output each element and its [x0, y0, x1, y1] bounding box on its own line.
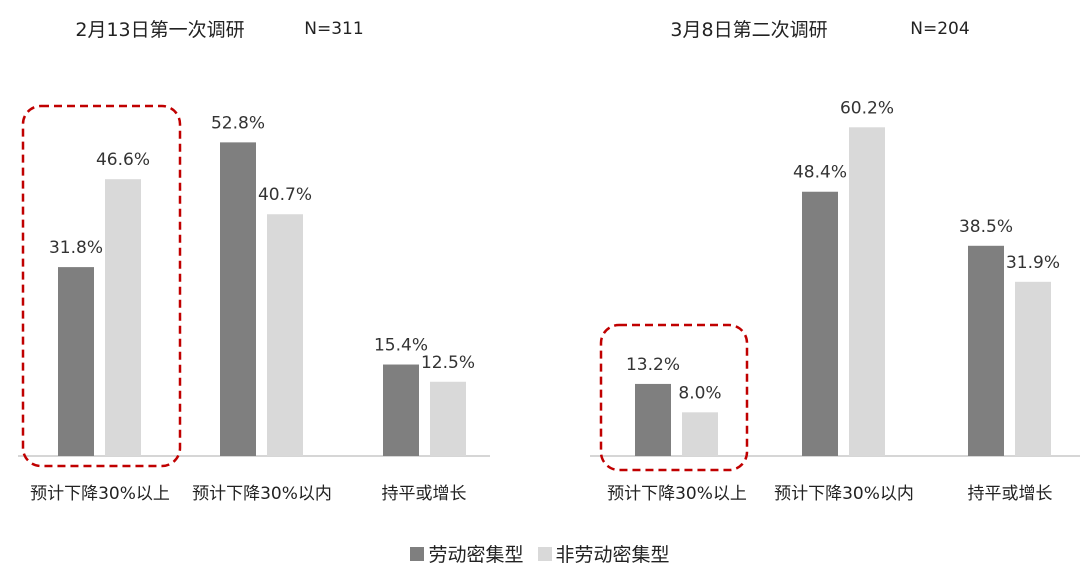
- survey-2-title: 3月8日第二次调研: [670, 19, 827, 41]
- legend-label-non-labor-intensive: 非劳动密集型: [555, 544, 670, 566]
- survey-1-bar-labor-intensive-3: [383, 364, 419, 456]
- survey-2-bar-non-labor-intensive-1: [682, 412, 718, 456]
- survey-1-sample-size: N=311: [304, 19, 363, 39]
- survey-2-data-label-non-labor-intensive-1: 8.0%: [678, 383, 721, 403]
- survey-2-bar-non-labor-intensive-2: [849, 127, 885, 457]
- survey-1-data-label-labor-intensive-3: 15.4%: [374, 336, 428, 356]
- survey-2-bar-labor-intensive-2: [802, 191, 838, 456]
- survey-2-category-label-1: 预计下降30%以上: [607, 484, 747, 504]
- survey-2-highlight-box: [599, 323, 749, 472]
- survey-1-data-label-non-labor-intensive-2: 40.7%: [258, 185, 312, 205]
- survey-2-bar-labor-intensive-1: [635, 383, 671, 456]
- legend-label-labor-intensive: 劳动密集型: [428, 544, 524, 566]
- survey-1-category-label-3: 持平或增长: [382, 484, 467, 504]
- survey-1-highlight-box: [21, 104, 182, 468]
- survey-1-data-label-labor-intensive-2: 52.8%: [211, 113, 265, 133]
- survey-1-category-label-1: 预计下降30%以上: [30, 484, 170, 504]
- survey-2-category-label-2: 预计下降30%以内: [774, 484, 914, 504]
- survey-1-category-label-2: 预计下降30%以内: [192, 484, 332, 504]
- survey-1-bar-non-labor-intensive-2: [267, 214, 303, 456]
- legend-swatch-non-labor-intensive: [537, 546, 552, 561]
- survey-1-data-label-labor-intensive-1: 31.8%: [49, 238, 103, 258]
- legend: 劳动密集型 非劳动密集型: [0, 540, 1080, 567]
- survey-1-bar-labor-intensive-1: [58, 267, 94, 456]
- survey-2-bar-labor-intensive-3: [968, 245, 1004, 456]
- survey-2-data-label-non-labor-intensive-2: 60.2%: [840, 98, 894, 118]
- survey-2-data-label-labor-intensive-3: 38.5%: [959, 217, 1013, 237]
- survey-1-data-label-non-labor-intensive-3: 12.5%: [421, 353, 475, 373]
- survey-2-category-label-3: 持平或增长: [968, 484, 1053, 504]
- legend-item-non-labor-intensive: 非劳动密集型: [537, 540, 670, 567]
- survey-2-data-label-labor-intensive-1: 13.2%: [626, 355, 680, 375]
- survey-2-sample-size: N=204: [910, 19, 969, 39]
- survey-2-data-label-non-labor-intensive-3: 31.9%: [1006, 253, 1060, 273]
- survey-1-bar-non-labor-intensive-1: [105, 179, 141, 457]
- survey-2-bar-non-labor-intensive-3: [1015, 281, 1051, 456]
- survey-1-title: 2月13日第一次调研: [75, 19, 244, 41]
- survey-2-data-label-labor-intensive-2: 48.4%: [793, 163, 847, 183]
- legend-item-labor-intensive: 劳动密集型: [410, 540, 524, 567]
- survey-1-bar-labor-intensive-2: [220, 142, 256, 457]
- survey-1-data-label-non-labor-intensive-1: 46.6%: [96, 150, 150, 170]
- survey-1-bar-non-labor-intensive-3: [430, 381, 466, 456]
- legend-swatch-labor-intensive: [410, 546, 425, 561]
